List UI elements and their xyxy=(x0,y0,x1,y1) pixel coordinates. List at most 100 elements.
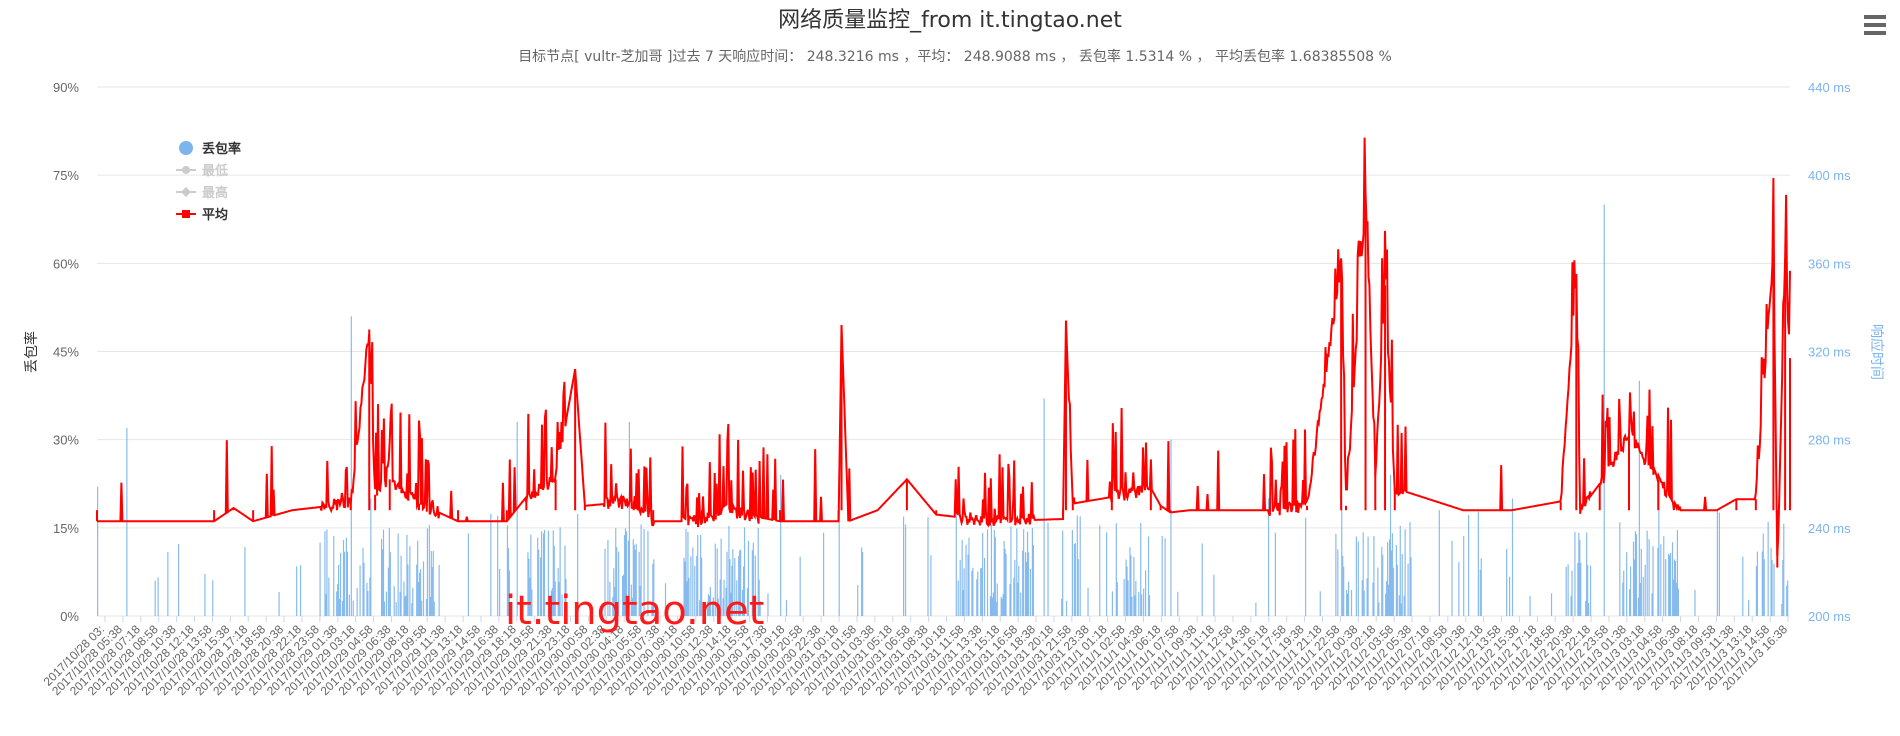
loss-bar xyxy=(1588,602,1590,616)
loss-bar xyxy=(632,539,634,616)
loss-bar xyxy=(1140,522,1142,616)
loss-bar xyxy=(1635,534,1638,616)
loss-bar xyxy=(1255,602,1257,616)
loss-bar xyxy=(720,538,722,616)
loss-bar xyxy=(1390,550,1393,616)
loss-bar xyxy=(638,551,640,616)
loss-bar xyxy=(757,527,759,616)
loss-bar xyxy=(352,600,354,616)
loss-bar xyxy=(559,527,561,616)
loss-bar xyxy=(1395,544,1397,616)
loss-bar xyxy=(527,552,529,616)
loss-bar xyxy=(425,599,428,616)
loss-bar xyxy=(467,533,470,616)
loss-bar xyxy=(717,598,719,616)
loss-bar xyxy=(1586,532,1588,616)
loss-bar xyxy=(725,587,727,616)
loss-bar xyxy=(990,524,993,616)
loss-bar xyxy=(1571,570,1573,616)
loss-bar xyxy=(429,596,431,616)
loss-bar xyxy=(614,586,616,616)
loss-bar xyxy=(348,594,350,616)
loss-bar xyxy=(822,532,825,616)
loss-bar xyxy=(419,569,422,616)
packet-loss-series xyxy=(97,204,1789,617)
loss-bar xyxy=(1003,541,1005,616)
loss-bar xyxy=(1398,595,1400,616)
loss-bar xyxy=(1658,474,1660,616)
loss-bar xyxy=(324,531,326,616)
y-axis-right-title: 响应时间 xyxy=(1868,324,1885,380)
loss-bar xyxy=(154,580,156,616)
loss-bar xyxy=(1671,542,1674,616)
loss-bar xyxy=(432,551,434,616)
loss-bar xyxy=(1077,559,1079,616)
loss-bar xyxy=(543,529,546,616)
loss-bar xyxy=(1147,536,1150,616)
loss-bar xyxy=(1574,531,1576,616)
loss-bar xyxy=(701,557,703,616)
loss-bar xyxy=(903,516,905,616)
loss-bar xyxy=(972,567,974,616)
loss-bar xyxy=(1632,541,1635,616)
hamburger-menu-icon[interactable] xyxy=(1864,15,1886,35)
loss-bar xyxy=(339,552,342,616)
loss-bar xyxy=(1389,474,1392,616)
loss-bar xyxy=(688,577,690,616)
loss-bar xyxy=(729,559,731,616)
legend-item[interactable]: 丢包率 xyxy=(179,141,241,157)
loss-bar xyxy=(741,589,744,616)
loss-bar xyxy=(742,566,745,616)
loss-bar xyxy=(299,565,302,616)
loss-bar xyxy=(1477,511,1479,616)
loss-bar xyxy=(1164,538,1166,616)
loss-bar xyxy=(664,583,667,616)
loss-bar xyxy=(712,597,714,616)
loss-bar xyxy=(409,546,411,616)
loss-bar xyxy=(438,564,440,616)
loss-bar xyxy=(1342,555,1344,616)
loss-bar xyxy=(404,596,406,616)
loss-bar xyxy=(604,548,606,616)
loss-bar xyxy=(995,601,997,616)
loss-bar xyxy=(726,551,728,616)
loss-bar xyxy=(1201,543,1203,616)
loss-bar xyxy=(743,527,746,616)
loss-bar xyxy=(1675,582,1678,616)
loss-bar xyxy=(338,599,341,616)
legend-item[interactable]: 最低 xyxy=(176,163,228,179)
average-latency-series xyxy=(96,137,1791,568)
loss-bar xyxy=(400,555,402,616)
loss-bar xyxy=(531,589,533,616)
loss-bar xyxy=(416,564,418,616)
loss-bar xyxy=(356,588,358,616)
loss-bar xyxy=(499,568,501,616)
loss-bar xyxy=(708,595,711,616)
watermark-text: it.tingtao.net xyxy=(505,588,764,634)
loss-bar xyxy=(1014,559,1016,616)
loss-bar xyxy=(746,588,749,616)
loss-bar xyxy=(417,540,419,616)
loss-bar xyxy=(1135,580,1137,616)
loss-bar xyxy=(1071,529,1074,616)
loss-bar xyxy=(977,571,979,616)
legend-item[interactable]: 最高 xyxy=(176,185,228,201)
loss-bar xyxy=(387,567,389,616)
legend-item[interactable]: 平均 xyxy=(176,207,228,223)
loss-bar xyxy=(167,552,169,616)
loss-bar xyxy=(1742,556,1744,616)
loss-bar xyxy=(341,600,344,616)
loss-bar xyxy=(497,515,499,616)
loss-bar xyxy=(971,570,973,616)
loss-bar xyxy=(1127,580,1129,616)
loss-bar xyxy=(706,601,709,616)
legend-label: 丢包率 xyxy=(202,141,241,157)
loss-bar xyxy=(362,547,364,616)
loss-bar xyxy=(625,531,628,616)
loss-bar xyxy=(1589,565,1592,616)
loss-bar xyxy=(1669,555,1671,616)
loss-bar xyxy=(684,561,686,616)
loss-bar xyxy=(433,601,435,616)
loss-bar xyxy=(1577,562,1579,616)
loss-bar xyxy=(1074,543,1076,616)
